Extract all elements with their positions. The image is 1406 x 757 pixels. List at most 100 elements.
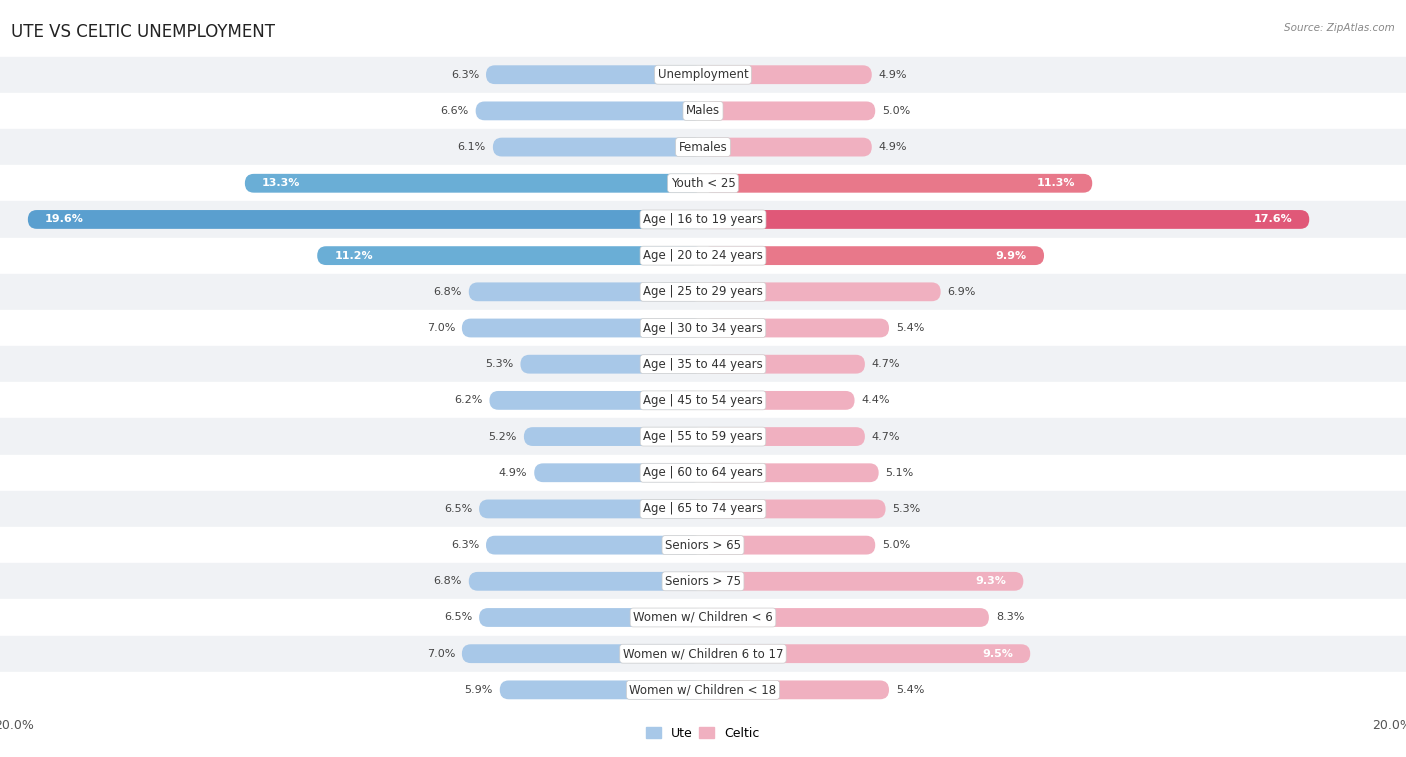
FancyBboxPatch shape bbox=[703, 101, 875, 120]
Text: 6.8%: 6.8% bbox=[433, 576, 461, 587]
FancyBboxPatch shape bbox=[703, 138, 872, 157]
Text: 5.9%: 5.9% bbox=[464, 685, 494, 695]
Text: Seniors > 75: Seniors > 75 bbox=[665, 575, 741, 587]
Bar bbox=[0, 310, 1406, 346]
Text: 4.9%: 4.9% bbox=[499, 468, 527, 478]
Text: 6.9%: 6.9% bbox=[948, 287, 976, 297]
Text: 6.3%: 6.3% bbox=[451, 540, 479, 550]
Text: 6.3%: 6.3% bbox=[451, 70, 479, 79]
Text: 5.0%: 5.0% bbox=[882, 540, 910, 550]
Text: 5.0%: 5.0% bbox=[882, 106, 910, 116]
Text: Age | 30 to 34 years: Age | 30 to 34 years bbox=[643, 322, 763, 335]
FancyBboxPatch shape bbox=[468, 282, 703, 301]
FancyBboxPatch shape bbox=[703, 644, 1031, 663]
Text: 4.7%: 4.7% bbox=[872, 431, 900, 441]
Bar bbox=[0, 238, 1406, 274]
Legend: Ute, Celtic: Ute, Celtic bbox=[641, 722, 765, 745]
Text: Age | 16 to 19 years: Age | 16 to 19 years bbox=[643, 213, 763, 226]
Bar bbox=[0, 419, 1406, 455]
Text: Seniors > 65: Seniors > 65 bbox=[665, 539, 741, 552]
FancyBboxPatch shape bbox=[703, 355, 865, 374]
Text: 19.6%: 19.6% bbox=[45, 214, 84, 224]
FancyBboxPatch shape bbox=[703, 427, 865, 446]
Bar bbox=[0, 165, 1406, 201]
Text: 9.3%: 9.3% bbox=[976, 576, 1007, 587]
Text: Females: Females bbox=[679, 141, 727, 154]
FancyBboxPatch shape bbox=[486, 65, 703, 84]
Text: 7.0%: 7.0% bbox=[426, 649, 456, 659]
Text: Age | 55 to 59 years: Age | 55 to 59 years bbox=[643, 430, 763, 443]
FancyBboxPatch shape bbox=[703, 572, 1024, 590]
FancyBboxPatch shape bbox=[534, 463, 703, 482]
Text: UTE VS CELTIC UNEMPLOYMENT: UTE VS CELTIC UNEMPLOYMENT bbox=[11, 23, 276, 41]
Text: Youth < 25: Youth < 25 bbox=[671, 177, 735, 190]
FancyBboxPatch shape bbox=[479, 500, 703, 519]
Text: 7.0%: 7.0% bbox=[426, 323, 456, 333]
Text: 6.8%: 6.8% bbox=[433, 287, 461, 297]
Bar bbox=[0, 671, 1406, 708]
Text: Unemployment: Unemployment bbox=[658, 68, 748, 81]
Text: 13.3%: 13.3% bbox=[262, 178, 301, 188]
Text: 5.3%: 5.3% bbox=[485, 359, 513, 369]
Bar bbox=[0, 346, 1406, 382]
Text: 5.2%: 5.2% bbox=[489, 431, 517, 441]
Text: 17.6%: 17.6% bbox=[1253, 214, 1292, 224]
Text: Age | 35 to 44 years: Age | 35 to 44 years bbox=[643, 358, 763, 371]
Text: Women w/ Children < 18: Women w/ Children < 18 bbox=[630, 684, 776, 696]
FancyBboxPatch shape bbox=[703, 210, 1309, 229]
Text: 6.2%: 6.2% bbox=[454, 395, 482, 406]
FancyBboxPatch shape bbox=[703, 282, 941, 301]
FancyBboxPatch shape bbox=[703, 246, 1045, 265]
Text: 5.4%: 5.4% bbox=[896, 685, 924, 695]
Text: 6.5%: 6.5% bbox=[444, 504, 472, 514]
Text: 8.3%: 8.3% bbox=[995, 612, 1024, 622]
FancyBboxPatch shape bbox=[461, 319, 703, 338]
Bar bbox=[0, 636, 1406, 671]
Text: 6.5%: 6.5% bbox=[444, 612, 472, 622]
Text: 11.3%: 11.3% bbox=[1036, 178, 1076, 188]
Text: 4.9%: 4.9% bbox=[879, 142, 907, 152]
Bar bbox=[0, 93, 1406, 129]
Text: 6.6%: 6.6% bbox=[440, 106, 468, 116]
FancyBboxPatch shape bbox=[28, 210, 703, 229]
Text: 5.3%: 5.3% bbox=[893, 504, 921, 514]
Text: 9.9%: 9.9% bbox=[995, 251, 1026, 260]
FancyBboxPatch shape bbox=[245, 174, 703, 193]
Text: Age | 65 to 74 years: Age | 65 to 74 years bbox=[643, 503, 763, 516]
Bar bbox=[0, 57, 1406, 93]
FancyBboxPatch shape bbox=[318, 246, 703, 265]
Bar bbox=[0, 563, 1406, 600]
FancyBboxPatch shape bbox=[520, 355, 703, 374]
Bar bbox=[0, 600, 1406, 636]
FancyBboxPatch shape bbox=[475, 101, 703, 120]
FancyBboxPatch shape bbox=[486, 536, 703, 555]
Text: 4.9%: 4.9% bbox=[879, 70, 907, 79]
FancyBboxPatch shape bbox=[703, 463, 879, 482]
FancyBboxPatch shape bbox=[479, 608, 703, 627]
Text: 4.4%: 4.4% bbox=[862, 395, 890, 406]
Text: 11.2%: 11.2% bbox=[335, 251, 373, 260]
Text: 4.7%: 4.7% bbox=[872, 359, 900, 369]
Text: Age | 45 to 54 years: Age | 45 to 54 years bbox=[643, 394, 763, 407]
Bar bbox=[0, 491, 1406, 527]
FancyBboxPatch shape bbox=[489, 391, 703, 410]
FancyBboxPatch shape bbox=[499, 681, 703, 699]
Text: 9.5%: 9.5% bbox=[983, 649, 1012, 659]
FancyBboxPatch shape bbox=[703, 319, 889, 338]
Text: 5.4%: 5.4% bbox=[896, 323, 924, 333]
FancyBboxPatch shape bbox=[703, 608, 988, 627]
Text: Women w/ Children 6 to 17: Women w/ Children 6 to 17 bbox=[623, 647, 783, 660]
Text: Age | 20 to 24 years: Age | 20 to 24 years bbox=[643, 249, 763, 262]
Text: Age | 60 to 64 years: Age | 60 to 64 years bbox=[643, 466, 763, 479]
Bar bbox=[0, 274, 1406, 310]
Text: Age | 25 to 29 years: Age | 25 to 29 years bbox=[643, 285, 763, 298]
Text: Source: ZipAtlas.com: Source: ZipAtlas.com bbox=[1284, 23, 1395, 33]
Bar bbox=[0, 129, 1406, 165]
Bar bbox=[0, 455, 1406, 491]
FancyBboxPatch shape bbox=[461, 644, 703, 663]
Text: Women w/ Children < 6: Women w/ Children < 6 bbox=[633, 611, 773, 624]
FancyBboxPatch shape bbox=[703, 500, 886, 519]
FancyBboxPatch shape bbox=[703, 65, 872, 84]
FancyBboxPatch shape bbox=[703, 536, 875, 555]
FancyBboxPatch shape bbox=[468, 572, 703, 590]
